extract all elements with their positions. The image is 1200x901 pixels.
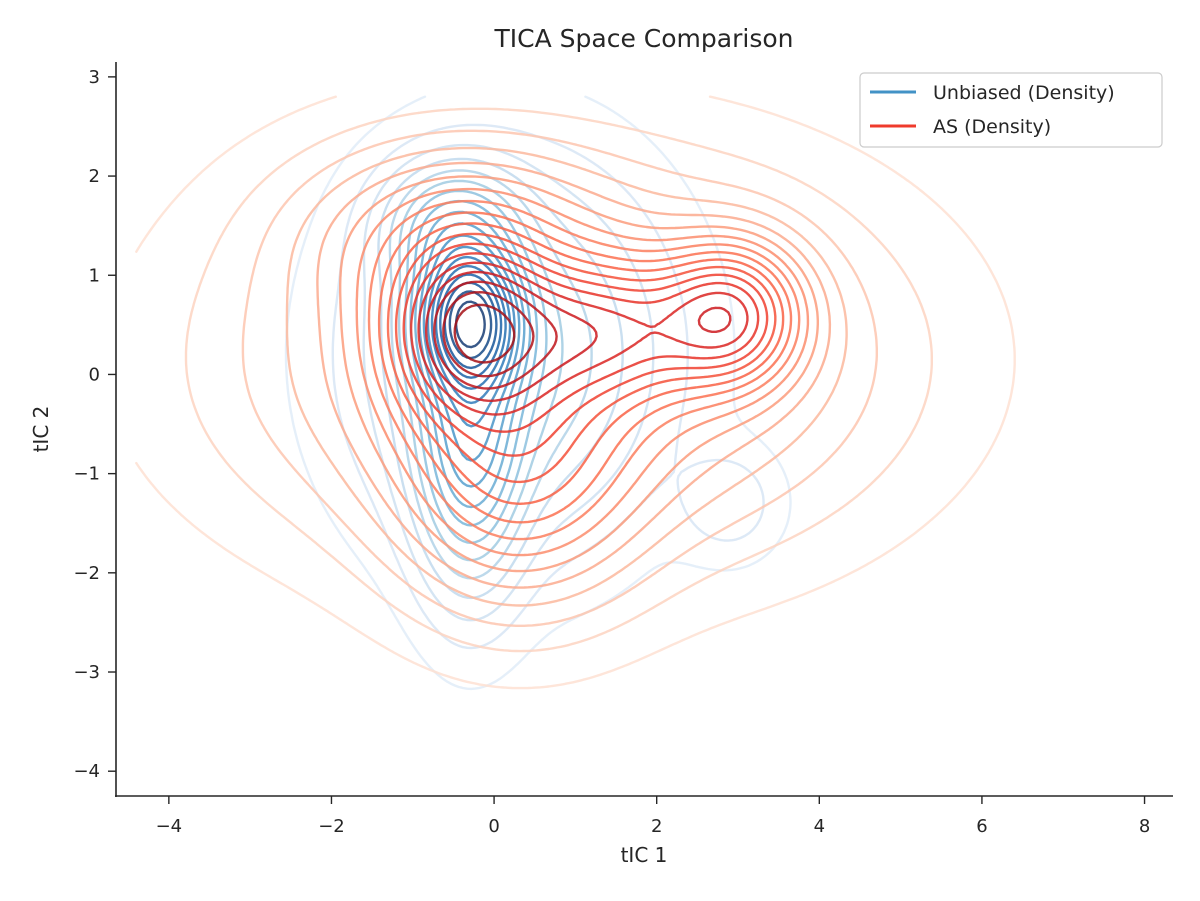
contour-level <box>433 280 558 390</box>
y-tick-label: 2 <box>89 166 100 187</box>
contour-level <box>417 261 749 416</box>
contour-level <box>285 146 848 607</box>
contour-level <box>241 129 878 627</box>
y-axis-label: tIC 2 <box>29 406 53 453</box>
contour-level <box>404 189 548 544</box>
contour-level <box>453 303 516 364</box>
x-tick-label: 6 <box>976 816 987 837</box>
contour-level <box>388 169 593 580</box>
contour-series-unbiased <box>284 95 792 691</box>
contour-level <box>355 187 810 557</box>
contour-level <box>430 255 512 405</box>
contour-level <box>434 264 507 390</box>
contour-level <box>367 199 801 541</box>
contour-level <box>425 270 732 402</box>
x-tick-label: −2 <box>318 816 345 837</box>
contour-level <box>135 95 1016 690</box>
x-axis-label: tIC 1 <box>621 843 668 867</box>
contour-level <box>402 242 769 457</box>
contour-series-as <box>135 95 1016 690</box>
legend-label-as: AS (Density) <box>933 116 1051 138</box>
y-tick-label: 0 <box>89 364 100 385</box>
y-tick-label: −4 <box>73 761 100 782</box>
y-tick-label: 3 <box>89 67 100 88</box>
x-tick-label: −4 <box>156 816 183 837</box>
contour-level <box>454 300 486 349</box>
contour-level <box>442 291 535 378</box>
contour-area <box>135 95 1016 691</box>
x-tick-label: 8 <box>1139 816 1150 837</box>
contour-level <box>394 232 777 484</box>
contour-level <box>386 222 785 505</box>
y-axis-ticks: −4 −3 −2 −1 0 1 2 3 <box>73 67 116 782</box>
contour-level <box>409 252 760 433</box>
contour-level <box>377 211 793 524</box>
x-tick-label: 0 <box>488 816 499 837</box>
contour-level <box>184 107 933 653</box>
contour-level <box>443 281 498 370</box>
y-tick-label: −3 <box>73 662 100 683</box>
y-tick-label: 1 <box>89 265 100 286</box>
y-tick-label: −1 <box>73 464 100 485</box>
contour-level <box>339 175 819 573</box>
chart-title: TICA Space Comparison <box>494 24 794 53</box>
x-tick-label: 4 <box>814 816 825 837</box>
x-tick-label: 2 <box>651 816 662 837</box>
y-tick-label: −2 <box>73 563 100 584</box>
contour-level <box>377 157 624 600</box>
contour-level <box>316 161 832 589</box>
legend: Unbiased (Density) AS (Density) <box>859 72 1163 148</box>
x-axis-ticks: −4 −2 0 2 4 6 8 <box>156 796 1150 837</box>
legend-box <box>859 72 1163 148</box>
legend-label-unbiased: Unbiased (Density) <box>933 82 1115 104</box>
